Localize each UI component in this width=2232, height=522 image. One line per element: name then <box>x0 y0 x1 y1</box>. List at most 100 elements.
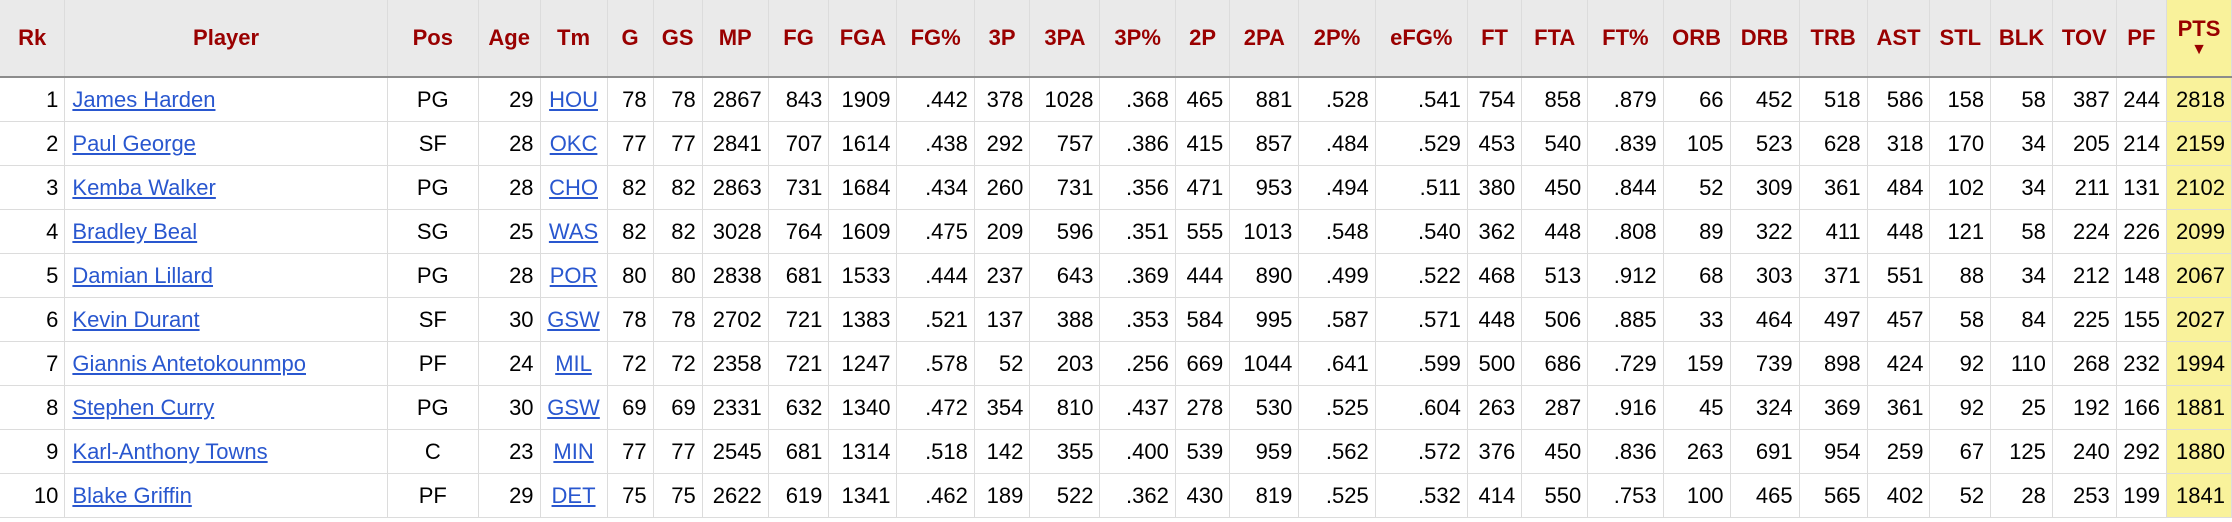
column-header-efg-pct[interactable]: eFG% <box>1375 0 1468 78</box>
column-header-ast[interactable]: AST <box>1867 0 1931 78</box>
column-header-fg3-pct[interactable]: 3P% <box>1099 0 1176 78</box>
cell-fg2: 539 <box>1175 429 1231 474</box>
cell-fg3a: 1028 <box>1029 77 1101 122</box>
cell-mp: 2545 <box>702 429 769 474</box>
cell-g: 75 <box>607 473 654 518</box>
player-link[interactable]: Stephen Curry <box>72 394 215 420</box>
cell-ast: 361 <box>1867 385 1931 430</box>
player-link[interactable]: James Harden <box>72 86 216 112</box>
player-link[interactable]: Paul George <box>72 130 196 156</box>
cell-fta: 858 <box>1521 77 1589 122</box>
cell-pos: PG <box>387 253 479 298</box>
cell-fg3-pct: .400 <box>1099 429 1176 474</box>
cell-fg2: 584 <box>1175 297 1231 342</box>
team-link[interactable]: WAS <box>548 218 599 244</box>
player-link[interactable]: Giannis Antetokounmpo <box>72 350 306 376</box>
cell-orb: 33 <box>1663 297 1731 342</box>
column-header-fg2[interactable]: 2P <box>1175 0 1231 78</box>
player-link[interactable]: Blake Griffin <box>72 482 192 508</box>
cell-fg-pct: .518 <box>896 429 975 474</box>
column-header-label: PTS <box>2177 16 2221 41</box>
cell-ft-pct: .808 <box>1587 209 1664 254</box>
cell-fg: 843 <box>768 77 830 122</box>
column-header-player[interactable]: Player <box>64 0 388 78</box>
cell-fg3-pct: .353 <box>1099 297 1176 342</box>
column-header-fg-pct[interactable]: FG% <box>896 0 975 78</box>
column-header-orb[interactable]: ORB <box>1663 0 1731 78</box>
table-row: 6 Kevin Durant SF 30 GSW 78 78 2702 721 1383.521 1… <box>0 297 2232 342</box>
cell-drb: 303 <box>1730 253 1800 298</box>
player-link[interactable]: Bradley Beal <box>72 218 198 244</box>
player-link[interactable]: Karl-Anthony Towns <box>72 438 268 464</box>
table-row: 3 Kemba Walker PG 28 CHO 82 82 2863 731 1684.434 2… <box>0 165 2232 210</box>
cell-rk: 6 <box>0 297 66 342</box>
cell-player: James Harden <box>64 77 388 122</box>
cell-fg-pct: .442 <box>896 77 975 122</box>
column-header-fga[interactable]: FGA <box>828 0 898 78</box>
cell-ft-pct: .912 <box>1587 253 1664 298</box>
column-header-drb[interactable]: DRB <box>1730 0 1800 78</box>
cell-trb: 371 <box>1799 253 1868 298</box>
player-link[interactable]: Kemba Walker <box>72 174 216 200</box>
column-header-pts[interactable]: PTS ▼ <box>2166 0 2232 78</box>
cell-blk: 34 <box>1990 121 2053 166</box>
column-header-label: AST <box>1876 25 1921 50</box>
column-header-fg[interactable]: FG <box>768 0 830 78</box>
team-link[interactable]: HOU <box>549 86 598 112</box>
cell-efg-pct: .571 <box>1375 297 1468 342</box>
cell-tm: GSW <box>540 385 608 430</box>
cell-ast: 402 <box>1867 473 1931 518</box>
column-header-ft-pct[interactable]: FT% <box>1587 0 1664 78</box>
cell-pos: C <box>387 429 479 474</box>
team-link[interactable]: MIN <box>553 438 594 464</box>
cell-orb: 66 <box>1663 77 1731 122</box>
cell-trb: 369 <box>1799 385 1868 430</box>
column-header-pf[interactable]: PF <box>2116 0 2167 78</box>
column-header-fg2-pct[interactable]: 2P% <box>1298 0 1376 78</box>
cell-pos: PF <box>387 473 479 518</box>
column-header-blk[interactable]: BLK <box>1990 0 2053 78</box>
team-link[interactable]: GSW <box>547 306 600 332</box>
column-header-label: FTA <box>1534 25 1576 50</box>
cell-trb: 361 <box>1799 165 1868 210</box>
team-link[interactable]: DET <box>551 482 596 508</box>
player-link[interactable]: Kevin Durant <box>72 306 200 332</box>
cell-fg-pct: .434 <box>896 165 975 210</box>
player-link[interactable]: Damian Lillard <box>72 262 214 288</box>
cell-fg2: 465 <box>1175 77 1231 122</box>
column-header-tm[interactable]: Tm <box>540 0 608 78</box>
column-header-mp[interactable]: MP <box>702 0 769 78</box>
column-header-fg3a[interactable]: 3PA <box>1029 0 1101 78</box>
column-header-label: FG <box>783 25 814 50</box>
column-header-trb[interactable]: TRB <box>1799 0 1868 78</box>
cell-pos: SG <box>387 209 479 254</box>
column-header-pos[interactable]: Pos <box>387 0 479 78</box>
column-header-age[interactable]: Age <box>478 0 541 78</box>
column-header-gs[interactable]: GS <box>653 0 703 78</box>
cell-blk: 58 <box>1990 77 2053 122</box>
team-link[interactable]: OKC <box>549 130 598 156</box>
cell-mp: 2867 <box>702 77 769 122</box>
team-link[interactable]: CHO <box>549 174 598 200</box>
column-header-g[interactable]: G <box>607 0 654 78</box>
team-link[interactable]: GSW <box>547 394 600 420</box>
column-header-fg3[interactable]: 3P <box>974 0 1031 78</box>
column-header-fg2a[interactable]: 2PA <box>1229 0 1300 78</box>
column-header-stl[interactable]: STL <box>1929 0 1992 78</box>
cell-trb: 898 <box>1799 341 1868 386</box>
column-header-label: 3PA <box>1044 25 1086 50</box>
column-header-tov[interactable]: TOV <box>2052 0 2117 78</box>
cell-fg2: 669 <box>1175 341 1231 386</box>
cell-drb: 739 <box>1730 341 1800 386</box>
column-header-fta[interactable]: FTA <box>1521 0 1589 78</box>
cell-blk: 125 <box>1990 429 2053 474</box>
team-link[interactable]: POR <box>549 262 598 288</box>
cell-fta: 550 <box>1521 473 1589 518</box>
cell-ast: 424 <box>1867 341 1931 386</box>
column-header-rk[interactable]: Rk <box>0 0 66 78</box>
column-header-ft[interactable]: FT <box>1467 0 1523 78</box>
cell-ft: 500 <box>1467 341 1523 386</box>
cell-stl: 58 <box>1929 297 1992 342</box>
team-link[interactable]: MIL <box>555 350 592 376</box>
cell-ft: 380 <box>1467 165 1523 210</box>
